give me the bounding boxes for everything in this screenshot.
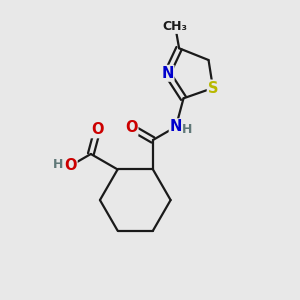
Text: S: S [208, 80, 218, 95]
Text: CH₃: CH₃ [163, 20, 188, 33]
Text: H: H [53, 158, 63, 171]
Text: H: H [182, 123, 192, 136]
Text: O: O [64, 158, 77, 173]
Text: O: O [91, 122, 104, 137]
Text: O: O [125, 120, 137, 135]
Text: N: N [161, 66, 173, 81]
Text: N: N [170, 119, 182, 134]
